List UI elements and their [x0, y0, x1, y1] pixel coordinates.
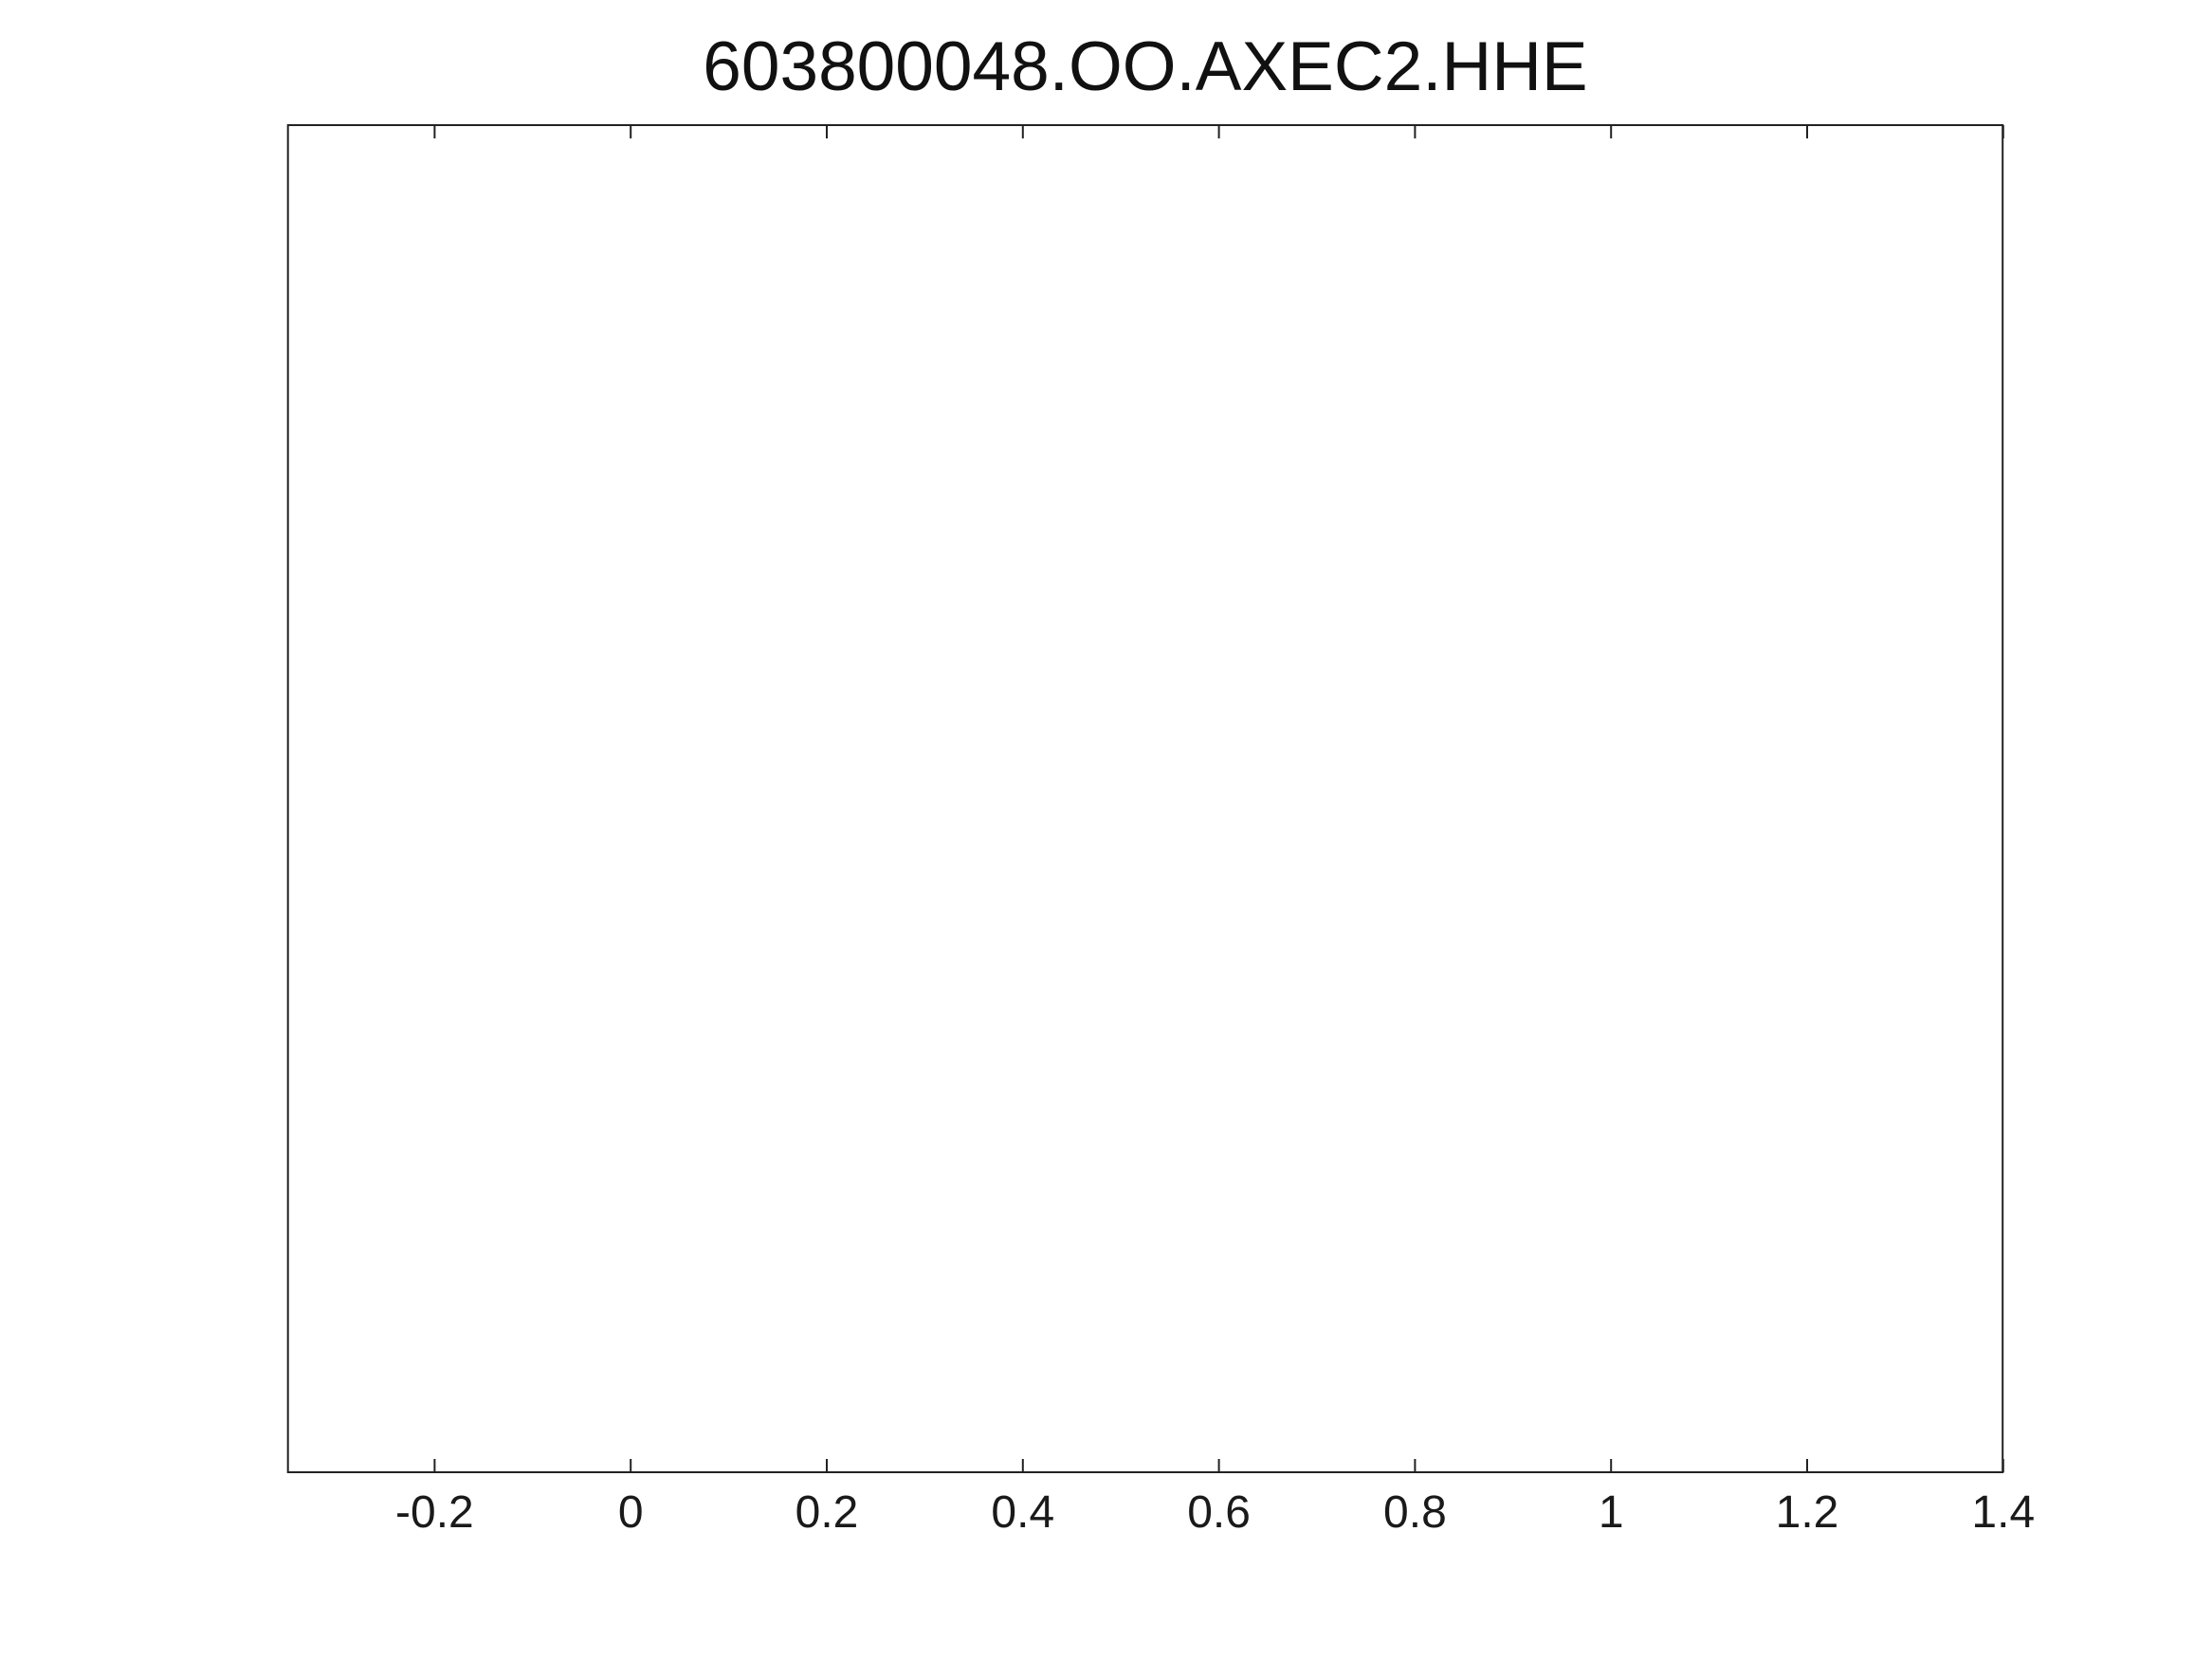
svg-text:0: 0: [618, 1487, 644, 1538]
svg-text:0.4: 0.4: [991, 1487, 1054, 1538]
svg-text:603800048.OO.AXEC2.HHE: 603800048.OO.AXEC2.HHE: [703, 28, 1587, 105]
svg-text:0.2: 0.2: [795, 1487, 859, 1538]
svg-text:0.6: 0.6: [1187, 1487, 1251, 1538]
svg-text:1.2: 1.2: [1776, 1487, 1839, 1538]
svg-text:1.4: 1.4: [1971, 1487, 2035, 1538]
svg-text:0.8: 0.8: [1383, 1487, 1447, 1538]
svg-text:1: 1: [1599, 1487, 1624, 1538]
svg-text:-0.2: -0.2: [395, 1487, 474, 1538]
